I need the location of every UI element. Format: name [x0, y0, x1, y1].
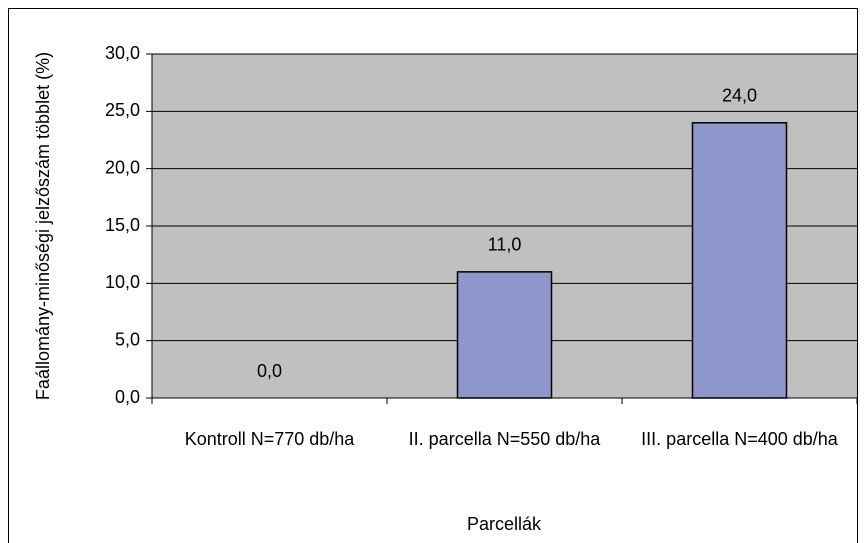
y-tick-label: 25,0	[105, 100, 140, 120]
bar	[691, 122, 788, 399]
x-tick-label: Kontroll N=770 db/ha	[184, 429, 355, 449]
y-tick-label: 20,0	[105, 157, 140, 177]
y-tick-label: 0,0	[115, 387, 140, 407]
x-axis-title: Parcellák	[467, 514, 542, 534]
y-tick-label: 30,0	[105, 43, 140, 63]
y-tick-label: 5,0	[115, 329, 140, 349]
chart-border	[8, 8, 858, 543]
bar	[456, 271, 553, 399]
x-tick-label: III. parcella N=400 db/ha	[641, 429, 838, 449]
data-label: 0,0	[257, 361, 282, 381]
y-tick-label: 15,0	[105, 215, 140, 235]
data-label: 24,0	[722, 86, 757, 106]
x-tick-label: II. parcella N=550 db/ha	[408, 429, 601, 449]
data-label: 11,0	[488, 235, 522, 255]
y-tick-label: 10,0	[105, 272, 140, 292]
y-axis-title: Faállomány-minőségi jelzőszám többlet (%…	[33, 52, 53, 400]
